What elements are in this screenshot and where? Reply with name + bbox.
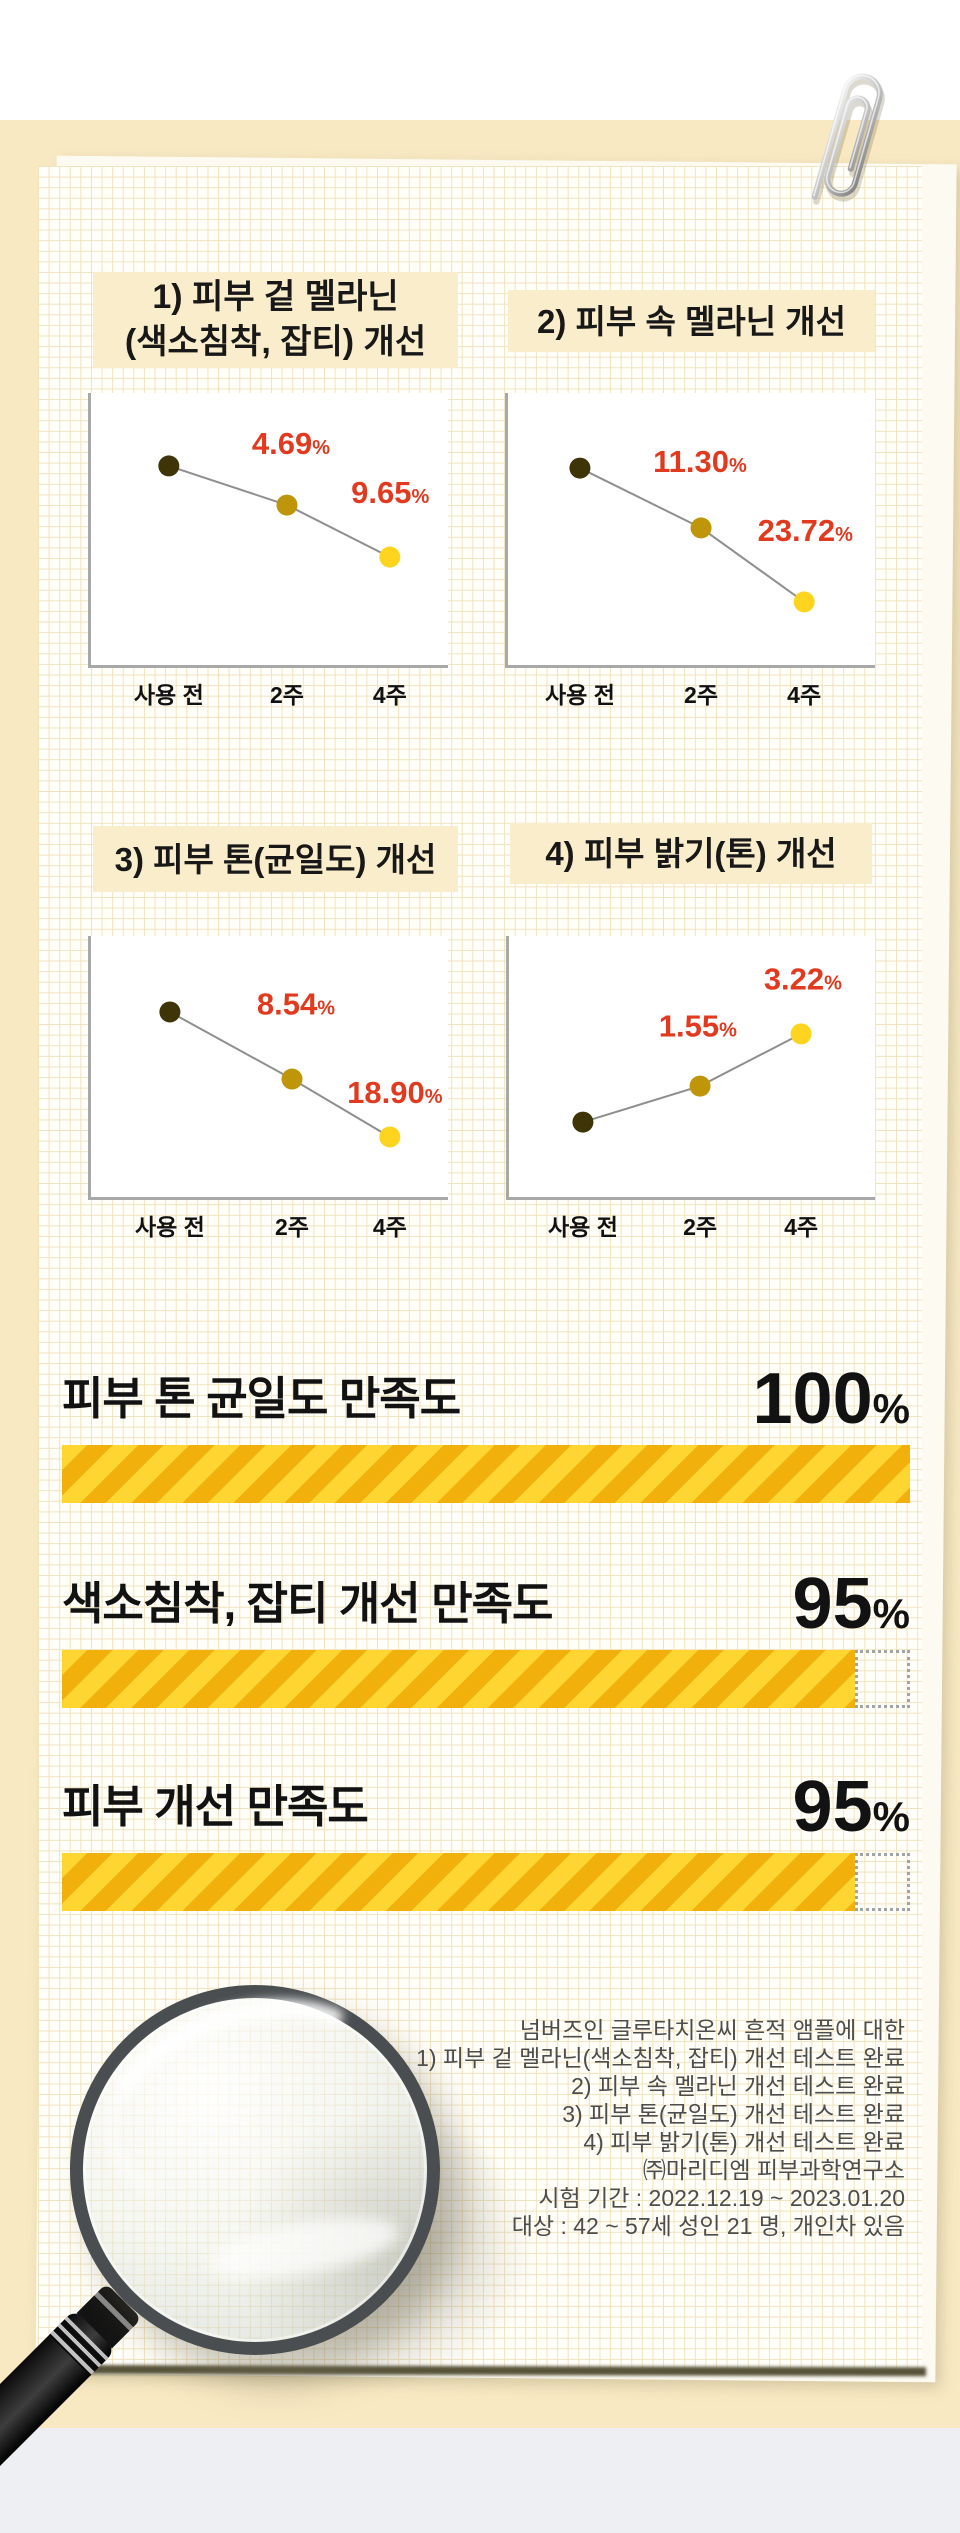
value-label: 23.72%	[758, 513, 854, 548]
x-axis-label: 사용 전	[133, 682, 204, 708]
disclaimer-line: 시험 기간 : 2022.12.19 ~ 2023.01.20	[538, 2185, 905, 2211]
value-label: 4.69%	[252, 426, 330, 461]
line-chart: 11.30% 23.72%	[569, 444, 854, 613]
disclaimer-line: ㈜마리디엠 피부과학연구소	[642, 2157, 905, 2183]
x-axis-labels: 사용 전 2주 4주	[508, 676, 875, 708]
percent-sign: %	[872, 1384, 910, 1432]
data-point	[793, 591, 815, 613]
chart-title-line: 1) 피부 겉 멜라닌	[152, 278, 399, 316]
satisfaction-value: 100%	[753, 1363, 911, 1435]
data-point	[790, 1023, 812, 1045]
disclaimer-line: 넘버즈인 글루타치온씨 흔적 앰플에 대한	[519, 2017, 905, 2043]
percent-sign: %	[872, 1792, 910, 1840]
disclaimer-line: 4) 피부 밝기(톤) 개선 테스트 완료	[583, 2129, 905, 2155]
x-axis-label: 4주	[372, 682, 407, 708]
percent-sign: %	[872, 1589, 910, 1637]
top-white-band	[0, 0, 960, 120]
disclaimer-line: 2) 피부 속 멜라닌 개선 테스트 완료	[571, 2073, 905, 2099]
line-chart: 8.54% 18.90%	[159, 986, 443, 1148]
data-point	[281, 1068, 303, 1090]
data-point	[379, 1126, 401, 1148]
data-point	[689, 1075, 711, 1097]
value-label: 3.22%	[764, 962, 842, 997]
magnifying-glass-icon	[70, 1985, 440, 2355]
value-label: 8.54%	[257, 986, 335, 1021]
chart-title: 2) 피부 속 멜라닌 개선	[508, 290, 875, 352]
x-axis-label: 2주	[275, 1214, 309, 1240]
x-axis-label: 사용 전	[547, 1214, 618, 1240]
satisfaction-bar-1	[62, 1445, 910, 1503]
value-label: 18.90%	[347, 1075, 443, 1110]
satisfaction-bar-3	[62, 1853, 910, 1911]
data-point	[159, 1001, 181, 1023]
bar-fill-striped	[62, 1853, 855, 1911]
x-axis-label: 2주	[270, 682, 304, 708]
paperclip-icon	[811, 73, 885, 205]
chart-plot-area: 11.30% 23.72%	[505, 393, 875, 668]
data-point	[572, 1111, 594, 1133]
data-point	[690, 517, 712, 539]
x-axis-labels: 사용 전 2주 4주	[509, 1208, 875, 1240]
bar-remainder-dotted	[855, 1650, 910, 1708]
x-axis-labels: 사용 전 2주 4주	[91, 1208, 448, 1240]
data-point	[276, 494, 298, 516]
satisfaction-label: 피부 톤 균일도 만족도	[62, 1373, 461, 1424]
data-point	[569, 457, 591, 479]
x-axis-label: 4주	[784, 1214, 819, 1240]
data-point	[158, 455, 180, 477]
satisfaction-label: 색소침착, 잡티 개선 만족도	[62, 1578, 553, 1629]
satisfaction-value: 95%	[793, 1568, 910, 1640]
disclaimer-line: 3) 피부 톤(균일도) 개선 테스트 완료	[562, 2101, 905, 2127]
chart-title-line: 4) 피부 밝기(톤) 개선	[545, 835, 837, 872]
chart-plot-area: 4.69% 9.65%	[88, 393, 448, 668]
x-axis-labels: 사용 전 2주 4주	[91, 676, 448, 708]
disclaimer-line: 대상 : 42 ~ 57세 성인 21 명, 개인차 있음	[511, 2213, 905, 2239]
satisfaction-bar-2	[62, 1650, 910, 1708]
line-chart: 1.55% 3.22%	[572, 962, 842, 1133]
x-axis-label: 2주	[684, 682, 719, 708]
satisfaction-row-1-header: 피부 톤 균일도 만족도 100%	[62, 1363, 911, 1435]
chart-plot-area: 8.54% 18.90%	[88, 936, 448, 1200]
chart-title: 3) 피부 톤(균일도) 개선	[93, 826, 458, 892]
chart-title: 4) 피부 밝기(톤) 개선	[510, 823, 872, 884]
value-label: 11.30%	[653, 444, 747, 479]
satisfaction-label: 피부 개선 만족도	[62, 1781, 369, 1832]
trend-line	[582, 1032, 802, 1124]
disclaimer-line: 1) 피부 겉 멜라닌(색소침착, 잡티) 개선 테스트 완료	[416, 2045, 905, 2071]
satisfaction-row-2-header: 색소침착, 잡티 개선 만족도 95%	[62, 1568, 910, 1640]
bar-fill-striped	[62, 1650, 855, 1708]
chart-title-line: (색소침착, 잡티) 개선	[124, 323, 427, 361]
test-disclaimer-text: 넘버즈인 글루타치온씨 흔적 앰플에 대한 1) 피부 겉 멜라닌(색소침착, …	[285, 2016, 905, 2240]
chart-title: 1) 피부 겉 멜라닌 (색소침착, 잡티) 개선	[93, 272, 458, 368]
x-axis-label: 4주	[372, 1214, 407, 1240]
satisfaction-value: 95%	[793, 1771, 910, 1843]
value-label: 1.55%	[659, 1008, 737, 1043]
bottom-gray-band	[0, 2428, 960, 2533]
value-label: 9.65%	[351, 475, 429, 510]
chart-title-line: 2) 피부 속 멜라닌 개선	[537, 302, 846, 340]
line-chart: 4.69% 9.65%	[158, 426, 429, 568]
x-axis-label: 사용 전	[544, 682, 615, 708]
x-axis-label: 2주	[683, 1214, 718, 1240]
x-axis-label: 4주	[787, 682, 822, 708]
data-point	[379, 546, 401, 568]
bar-remainder-dotted	[855, 1853, 910, 1911]
satisfaction-value-number: 95	[792, 1563, 873, 1644]
satisfaction-row-3-header: 피부 개선 만족도 95%	[62, 1771, 910, 1843]
satisfaction-value-number: 100	[752, 1358, 873, 1439]
x-axis-label: 사용 전	[134, 1214, 205, 1240]
chart-title-line: 3) 피부 톤(균일도) 개선	[114, 840, 437, 878]
chart-plot-area: 1.55% 3.22%	[506, 936, 875, 1200]
bar-fill-striped	[62, 1445, 910, 1503]
satisfaction-value-number: 95	[792, 1766, 873, 1847]
